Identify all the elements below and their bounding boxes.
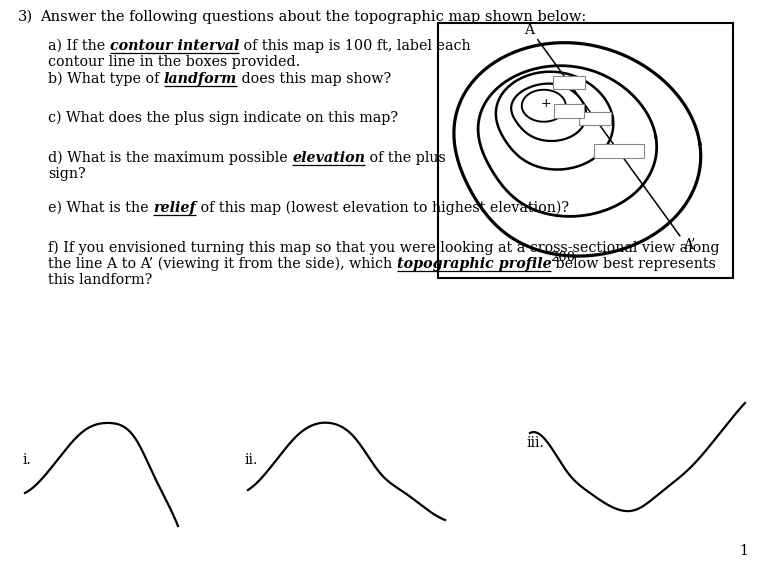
Text: e) What is the: e) What is the [48, 201, 153, 215]
Text: 1: 1 [739, 544, 748, 558]
Text: d) What is the maximum possible: d) What is the maximum possible [48, 151, 293, 165]
Text: f) If you envisioned turning this map so that you were looking at a cross-sectio: f) If you envisioned turning this map so… [48, 241, 719, 255]
Text: b) What type of: b) What type of [48, 72, 164, 87]
Text: does this map show?: does this map show? [237, 72, 391, 86]
Text: of the plus: of the plus [365, 151, 446, 165]
Text: this landform?: this landform? [48, 273, 152, 287]
Text: a) If the: a) If the [48, 39, 110, 53]
Text: landform: landform [164, 72, 237, 86]
Text: below best represents: below best represents [552, 257, 716, 271]
Text: contour interval: contour interval [110, 39, 239, 53]
Text: Answer the following questions about the topographic map shown below:: Answer the following questions about the… [40, 10, 586, 24]
Text: sign?: sign? [48, 167, 86, 181]
Text: elevation: elevation [293, 151, 365, 165]
Text: iii.: iii. [526, 436, 544, 450]
Text: the line A to A’ (viewing it from the side), which: the line A to A’ (viewing it from the si… [48, 257, 397, 271]
Text: ii.: ii. [244, 453, 257, 467]
Text: of this map (lowest elevation to highest elevation)?: of this map (lowest elevation to highest… [196, 201, 568, 216]
Text: contour line in the boxes provided.: contour line in the boxes provided. [48, 55, 300, 69]
Text: 3): 3) [18, 10, 33, 24]
Bar [553, 76, 585, 89]
Bar [554, 104, 584, 118]
Text: +: + [541, 97, 551, 110]
Text: A’: A’ [683, 238, 696, 252]
Text: of this map is 100 ft, label each: of this map is 100 ft, label each [239, 39, 471, 53]
Text: c) What does the plus sign indicate on this map?: c) What does the plus sign indicate on t… [48, 111, 398, 126]
Text: A: A [524, 23, 534, 37]
Text: 200: 200 [550, 251, 575, 264]
Bar [438, 23, 733, 278]
Bar [578, 112, 611, 125]
Text: relief: relief [153, 201, 196, 215]
Text: i.: i. [22, 453, 31, 467]
Bar [594, 144, 643, 158]
Text: topographic profile: topographic profile [397, 257, 552, 271]
